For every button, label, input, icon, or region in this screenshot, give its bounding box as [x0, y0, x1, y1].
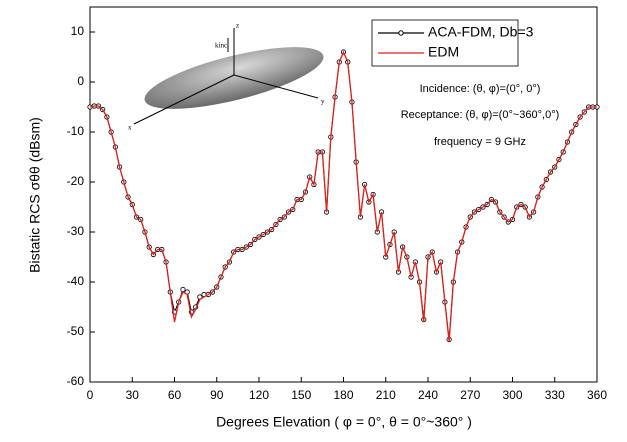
series-line [89, 50, 597, 343]
x-tick-label: 360 [587, 388, 607, 402]
y-tick-label: -20 [67, 174, 85, 188]
y-tick-label: -10 [67, 124, 85, 138]
x-tick-label: 0 [87, 388, 94, 402]
y-tick-label: -60 [67, 374, 85, 388]
y-tick-label: 10 [71, 24, 85, 38]
legend-box [371, 19, 519, 67]
x-tick-label: 150 [291, 388, 311, 402]
x-tick-label: 330 [545, 388, 565, 402]
legend-label: EDM [428, 44, 459, 60]
inset-label: x [128, 124, 132, 132]
x-tick-label: 240 [418, 388, 438, 402]
x-axis-label: Degrees Elevation ( φ = 0°, θ = 0°~360° … [216, 414, 472, 430]
inset-label: z [236, 22, 239, 30]
y-axis-label: Bistatic RCS σθθ (dBsm) [27, 117, 43, 273]
inset-label: kinc [215, 42, 227, 50]
x-tick-label: 120 [249, 388, 269, 402]
data-point [180, 286, 186, 293]
legend-label: ACA-FDM, Db=3 [428, 24, 534, 40]
x-tick-label: 300 [502, 388, 522, 402]
annotation: frequency = 9 GHz [434, 136, 526, 148]
y-tick-label: 0 [77, 74, 84, 88]
x-tick-label: 90 [210, 388, 224, 402]
y-tick-label: -50 [67, 324, 85, 338]
plot-frame [89, 6, 598, 383]
annotation: Receptance: (θ, φ)=(0°~360°,0°) [401, 109, 560, 121]
y-tick-label: -30 [67, 224, 85, 238]
y-tick-label: -40 [67, 274, 85, 288]
x-tick-label: 270 [460, 388, 480, 402]
inset-label: y [321, 98, 325, 106]
x-tick-label: 180 [333, 388, 353, 402]
annotation: Incidence: (θ, φ)=(0°, 0°) [420, 83, 541, 95]
x-tick-label: 210 [376, 388, 396, 402]
legend-marker [398, 30, 404, 36]
inset-figure [133, 28, 324, 125]
x-tick-label: 30 [126, 388, 140, 402]
x-tick-label: 60 [168, 388, 182, 402]
